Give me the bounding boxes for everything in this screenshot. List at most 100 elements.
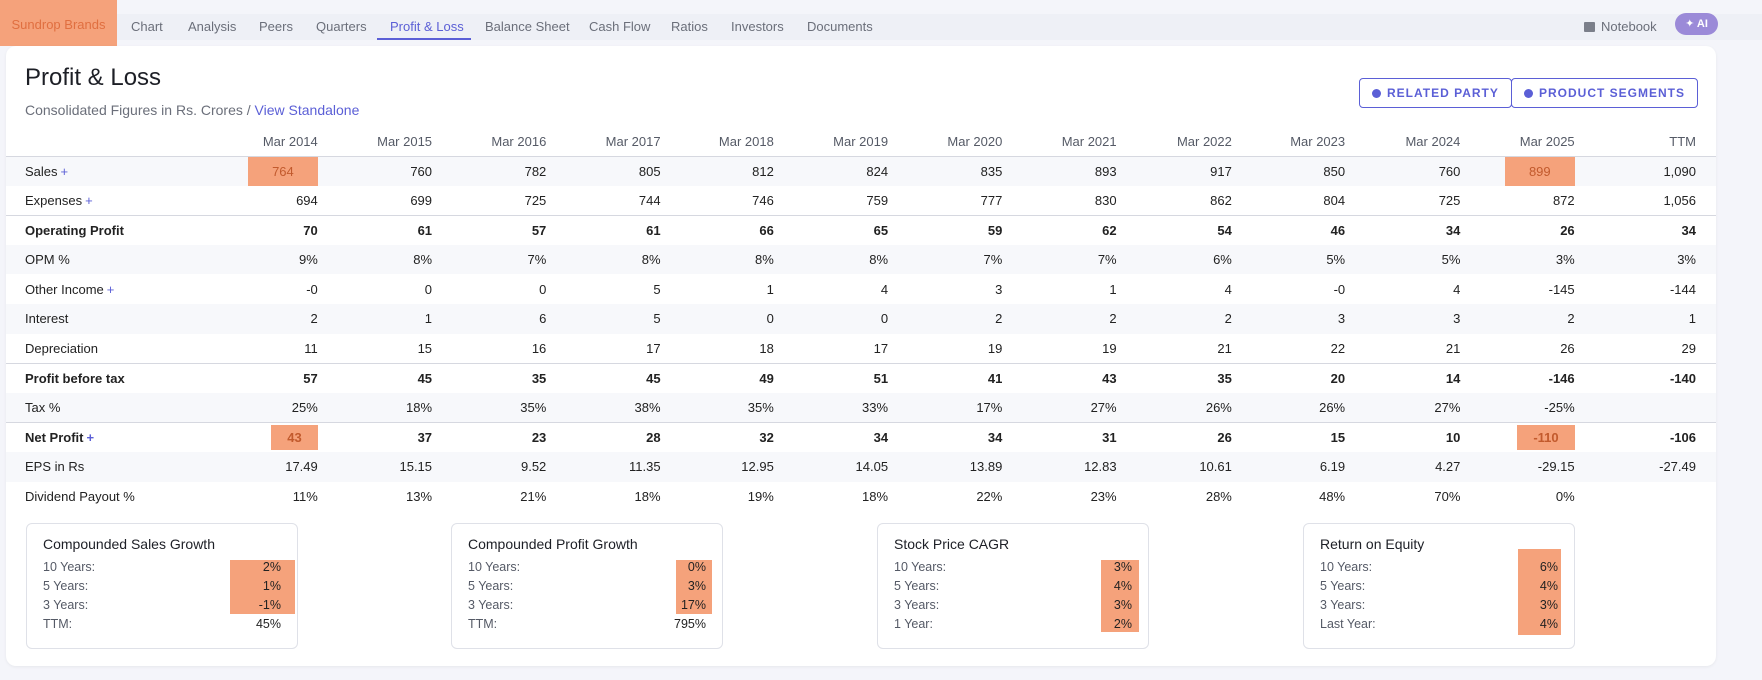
subtitle-text: Consolidated Figures in Rs. Crores / xyxy=(25,102,255,118)
tab-cash-flow[interactable]: Cash Flow xyxy=(589,19,651,34)
cell-value: -0 xyxy=(1333,281,1346,297)
expand-plus-icon[interactable]: + xyxy=(60,163,69,179)
cell-value: 5% xyxy=(1326,252,1346,268)
tab-investors[interactable]: Investors xyxy=(731,19,784,34)
table-cell: 694 xyxy=(206,186,337,216)
row-label[interactable]: Sales + xyxy=(6,156,207,186)
table-cell: 5% xyxy=(1365,244,1481,275)
table-cell: 5% xyxy=(1251,244,1366,275)
table-cell: 54 xyxy=(1136,214,1252,245)
table-cell: 41 xyxy=(908,362,1023,393)
cell-value: 10.61 xyxy=(1199,459,1232,475)
view-standalone-link[interactable]: View Standalone xyxy=(254,102,360,118)
table-cell: 4.27 xyxy=(1365,451,1481,482)
cell-value: 26 xyxy=(1560,222,1575,238)
cell-value: 59 xyxy=(987,222,1003,238)
table-cell: 14 xyxy=(1365,362,1481,393)
table-row: Dividend Payout % 11% 13% 21% 18% 19% 18% 22% 23… xyxy=(6,482,1716,512)
table-cell: 9% xyxy=(206,244,338,275)
cell-value: 34 xyxy=(987,429,1003,445)
notebook-label: Notebook xyxy=(1601,19,1657,34)
expand-plus-icon[interactable]: + xyxy=(106,281,115,297)
cell-value: 32 xyxy=(759,429,774,445)
row-label[interactable]: Other Income + xyxy=(6,274,206,304)
table-cell: 34 xyxy=(1594,214,1716,245)
cell-value: 917 xyxy=(1210,163,1232,179)
cell-value: 34 xyxy=(1681,222,1696,238)
growth-label: 10 Years: xyxy=(894,560,947,574)
company-brand-link[interactable]: Sundrop Brands xyxy=(0,0,117,46)
table-cell: 34 xyxy=(1365,214,1481,245)
cell-value: 37 xyxy=(417,429,433,445)
table-cell: -29.15 xyxy=(1480,451,1595,482)
table-cell: 744 xyxy=(566,186,680,216)
cell-value: 26% xyxy=(1319,399,1346,415)
table-cell: 835 xyxy=(908,156,1023,186)
table-cell: 35% xyxy=(680,392,794,423)
cell-value: 21 xyxy=(1217,340,1232,356)
cell-value: -29.15 xyxy=(1537,459,1575,475)
cell-value: 830 xyxy=(1094,192,1117,208)
growth-value: 4% xyxy=(1113,579,1132,593)
table-row: OPM % 9% 8% 7% 8% 8% 8% 7% 7% 6% 5% 5% 3% 3% xyxy=(6,244,1716,275)
cell-value: 13.89 xyxy=(969,459,1003,475)
cell-value: 2 xyxy=(1567,311,1575,327)
cell-value: 17 xyxy=(873,340,889,356)
related-party-button[interactable]: RELATED PARTY xyxy=(1359,78,1512,108)
cell-value: 26 xyxy=(1560,340,1575,356)
column-header: Mar 2025 xyxy=(1480,128,1595,157)
growth-title: Stock Price CAGR xyxy=(894,536,1010,552)
cell-value: 49 xyxy=(759,370,774,386)
cell-value: 2 xyxy=(1109,311,1117,327)
row-label-text: Tax % xyxy=(25,399,61,415)
product-segments-button[interactable]: PRODUCT SEGMENTS xyxy=(1511,78,1699,108)
cell-value: 8% xyxy=(755,252,774,268)
cell-value: 65 xyxy=(873,222,889,238)
tab-analysis[interactable]: Analysis xyxy=(188,19,237,34)
table-cell: 15 xyxy=(338,334,452,364)
row-label[interactable]: Net Profit + xyxy=(6,421,207,452)
table-cell: 872 xyxy=(1480,186,1594,216)
cell-value: 22% xyxy=(976,488,1003,504)
table-cell: 18 xyxy=(681,334,794,364)
table-cell: 35 xyxy=(452,362,567,393)
column-header: Mar 2018 xyxy=(680,128,794,157)
ai-button[interactable]: ✦ AI xyxy=(1675,13,1718,35)
table-cell: 26 xyxy=(1480,214,1595,245)
table-cell: 28 xyxy=(566,421,681,452)
cell-value: 41 xyxy=(987,370,1003,386)
column-header: Mar 2016 xyxy=(452,128,567,157)
expand-plus-icon[interactable]: + xyxy=(86,429,95,445)
tab-documents[interactable]: Documents xyxy=(807,19,873,34)
book-icon xyxy=(1584,22,1595,32)
table-cell: 759 xyxy=(794,186,908,216)
cell-value: -144 xyxy=(1669,281,1696,297)
tab-chart[interactable]: Chart xyxy=(131,19,163,34)
tab-ratios[interactable]: Ratios xyxy=(671,19,708,34)
tab-balance-sheet[interactable]: Balance Sheet xyxy=(485,19,570,34)
cell-value: 29 xyxy=(1681,340,1696,356)
cell-value: 3 xyxy=(995,281,1003,297)
cell-value: 4 xyxy=(880,281,889,297)
cell-value: 35% xyxy=(747,399,774,415)
row-label[interactable]: Expenses + xyxy=(6,186,206,216)
table-cell: 7% xyxy=(452,244,567,275)
table-cell: 48% xyxy=(1252,482,1365,512)
tab-peers[interactable]: Peers xyxy=(259,19,293,34)
expand-plus-icon[interactable]: + xyxy=(85,192,93,208)
table-cell: 699 xyxy=(338,186,452,216)
cell-value: 850 xyxy=(1323,163,1346,179)
cell-value: 744 xyxy=(638,192,661,208)
table-cell xyxy=(1595,482,1716,512)
cell-value: 54 xyxy=(1217,222,1232,238)
table-cell: 824 xyxy=(793,156,909,186)
table-cell: 0 xyxy=(793,303,909,334)
column-header: Mar 2017 xyxy=(566,128,681,157)
cell-value: 5 xyxy=(653,281,661,297)
cell-value: 70% xyxy=(1434,488,1461,504)
notebook-link[interactable]: Notebook xyxy=(1584,16,1657,38)
table-cell: 4 xyxy=(1137,274,1252,304)
tab-quarters[interactable]: Quarters xyxy=(316,19,367,34)
tab-profit-loss[interactable]: Profit & Loss xyxy=(390,19,464,34)
table-header-row: Mar 2014 Mar 2015 Mar 2016 Mar 2017 Mar … xyxy=(6,128,1716,157)
